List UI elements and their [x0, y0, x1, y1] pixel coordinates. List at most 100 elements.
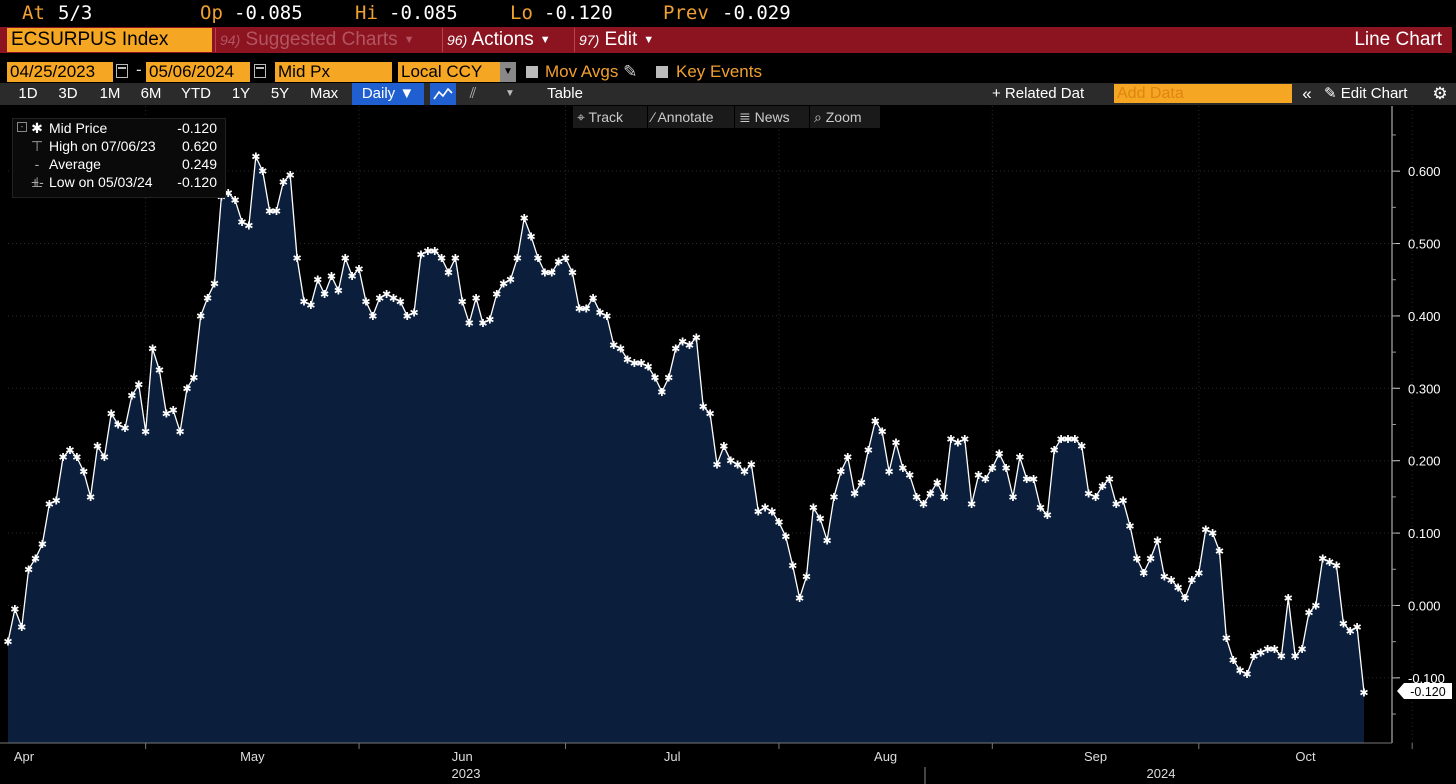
- menu-bar: [0, 27, 1452, 53]
- track-button[interactable]: ⌖ Track: [573, 106, 647, 128]
- data-point: ✱: [1263, 643, 1272, 656]
- suggested-charts-menu[interactable]: 94) Suggested Charts ▼: [215, 28, 440, 52]
- data-point: ✱: [38, 538, 47, 551]
- legend-avg-value: 0.249: [181, 156, 217, 172]
- data-point: ✱: [231, 194, 240, 207]
- data-point: ✱: [809, 502, 818, 515]
- mov-avgs-label[interactable]: Mov Avgs ✎: [545, 61, 637, 83]
- gear-icon[interactable]: ⚙: [1432, 84, 1448, 103]
- data-point: ✱: [1153, 534, 1162, 547]
- zoom-button[interactable]: ⌕ Zoom: [810, 106, 880, 128]
- data-point: ✱: [286, 169, 295, 182]
- range-1y-button[interactable]: 1Y: [231, 85, 251, 102]
- data-point: ✱: [637, 357, 646, 370]
- data-point: ✱: [203, 292, 212, 305]
- table-button[interactable]: Table: [547, 85, 583, 102]
- calendar-icon[interactable]: [116, 64, 128, 78]
- data-point: ✱: [437, 252, 446, 265]
- legend-avg-label: Average: [49, 156, 101, 172]
- calendar-icon[interactable]: [254, 64, 266, 78]
- add-data-input[interactable]: Add Data: [1114, 84, 1292, 103]
- news-button[interactable]: ≣ News: [735, 106, 809, 128]
- data-point: ✱: [905, 469, 914, 482]
- data-point: ✱: [120, 422, 129, 435]
- data-point: ✱: [272, 205, 281, 218]
- high-marker-icon: ⊤: [31, 138, 44, 154]
- edit-chart-label: Edit Chart: [1340, 85, 1408, 102]
- data-point: ✱: [361, 295, 370, 308]
- data-point: ✱: [616, 342, 625, 355]
- data-point: ✱: [988, 462, 997, 475]
- data-point: ✱: [1332, 560, 1341, 573]
- chevron-down-icon[interactable]: ▼: [500, 62, 516, 82]
- low-marker-icon: ⊥: [31, 174, 44, 190]
- related-data-button[interactable]: + Related Dat: [992, 85, 1085, 102]
- data-point: ✱: [341, 252, 350, 265]
- edit-label: Edit: [604, 29, 638, 50]
- data-point: ✱: [24, 563, 33, 576]
- news-label: News: [754, 109, 790, 125]
- legend-collapse-icon[interactable]: -: [17, 122, 27, 132]
- range-max-button[interactable]: Max: [309, 85, 339, 102]
- annotate-label: Annotate: [657, 109, 714, 125]
- view-title: Line Chart: [1354, 29, 1442, 50]
- data-point: ✱: [588, 292, 597, 305]
- data-point: ✱: [1249, 650, 1258, 663]
- candle-chart-icon[interactable]: ⫽: [469, 85, 477, 102]
- y-tick-label: 0.200: [1408, 454, 1441, 469]
- chevron-down-icon: ▼: [403, 34, 415, 46]
- data-point: ✱: [1284, 592, 1293, 605]
- start-date-field[interactable]: 04/25/2023: [7, 62, 113, 82]
- data-point: ✱: [1091, 491, 1100, 504]
- chevron-down-icon[interactable]: ▼: [505, 88, 515, 99]
- data-point: ✱: [953, 437, 962, 450]
- data-point: ✱: [430, 245, 439, 258]
- key-events-checkbox[interactable]: [656, 66, 668, 78]
- data-point: ✱: [699, 400, 708, 413]
- currency-selector[interactable]: Local CCY: [398, 62, 500, 82]
- end-date-field[interactable]: 05/06/2024: [146, 62, 250, 82]
- data-point: ✱: [224, 187, 233, 200]
- data-point: ✱: [1339, 618, 1348, 631]
- range-6m-button[interactable]: 6M: [140, 85, 162, 102]
- line-chart-icon[interactable]: [430, 83, 456, 105]
- mov-avgs-checkbox[interactable]: [526, 66, 538, 78]
- data-point: ✱: [471, 292, 480, 305]
- data-point: ✱: [864, 444, 873, 457]
- pencil-icon[interactable]: ✎: [623, 62, 638, 81]
- chevron-down-icon: ▼: [643, 34, 655, 46]
- data-point: ✱: [444, 266, 453, 279]
- data-point: ✱: [265, 205, 274, 218]
- at-label: At: [22, 2, 45, 24]
- data-point: ✱: [1098, 480, 1107, 493]
- range-1m-button[interactable]: 1M: [99, 85, 121, 102]
- year-label: 2024: [1147, 766, 1176, 781]
- x-tick-label: Oct: [1295, 749, 1316, 764]
- field-selector[interactable]: Mid Px: [275, 62, 392, 82]
- edit-menu[interactable]: 97) Edit ▼: [574, 28, 670, 52]
- data-point: ✱: [657, 386, 666, 399]
- data-point: ✱: [1001, 462, 1010, 475]
- data-point: ✱: [451, 252, 460, 265]
- key-events-label[interactable]: Key Events: [676, 62, 762, 81]
- range-5y-button[interactable]: 5Y: [270, 85, 290, 102]
- frequency-dropdown[interactable]: Daily ▼: [352, 83, 424, 105]
- data-point: ✱: [527, 230, 536, 243]
- data-point: ✱: [884, 466, 893, 479]
- series-area: [8, 156, 1364, 743]
- edit-chart-button[interactable]: ✎ Edit Chart: [1324, 83, 1422, 105]
- ticker-field[interactable]: ECSURPUS Index: [7, 28, 212, 52]
- actions-menu[interactable]: 96) Actions ▼: [442, 28, 572, 52]
- range-3d-button[interactable]: 3D: [58, 85, 78, 102]
- y-tick-label: 0.100: [1408, 526, 1441, 541]
- range-1d-button[interactable]: 1D: [18, 85, 38, 102]
- range-ytd-button[interactable]: YTD: [181, 85, 211, 102]
- collapse-icon[interactable]: «: [1302, 84, 1312, 103]
- annotate-button[interactable]: ∕ Annotate: [648, 106, 734, 128]
- data-point: ✱: [1256, 647, 1265, 660]
- x-tick-label: Apr: [14, 749, 35, 764]
- legend-high: ⊤ High on 07/06/23 0.620: [13, 137, 223, 155]
- average-marker-icon: -+-: [31, 156, 44, 190]
- series-markers: ✱✱✱✱✱✱✱✱✱✱✱✱✱✱✱✱✱✱✱✱✱✱✱✱✱✱✱✱✱✱✱✱✱✱✱✱✱✱✱✱…: [3, 151, 1368, 700]
